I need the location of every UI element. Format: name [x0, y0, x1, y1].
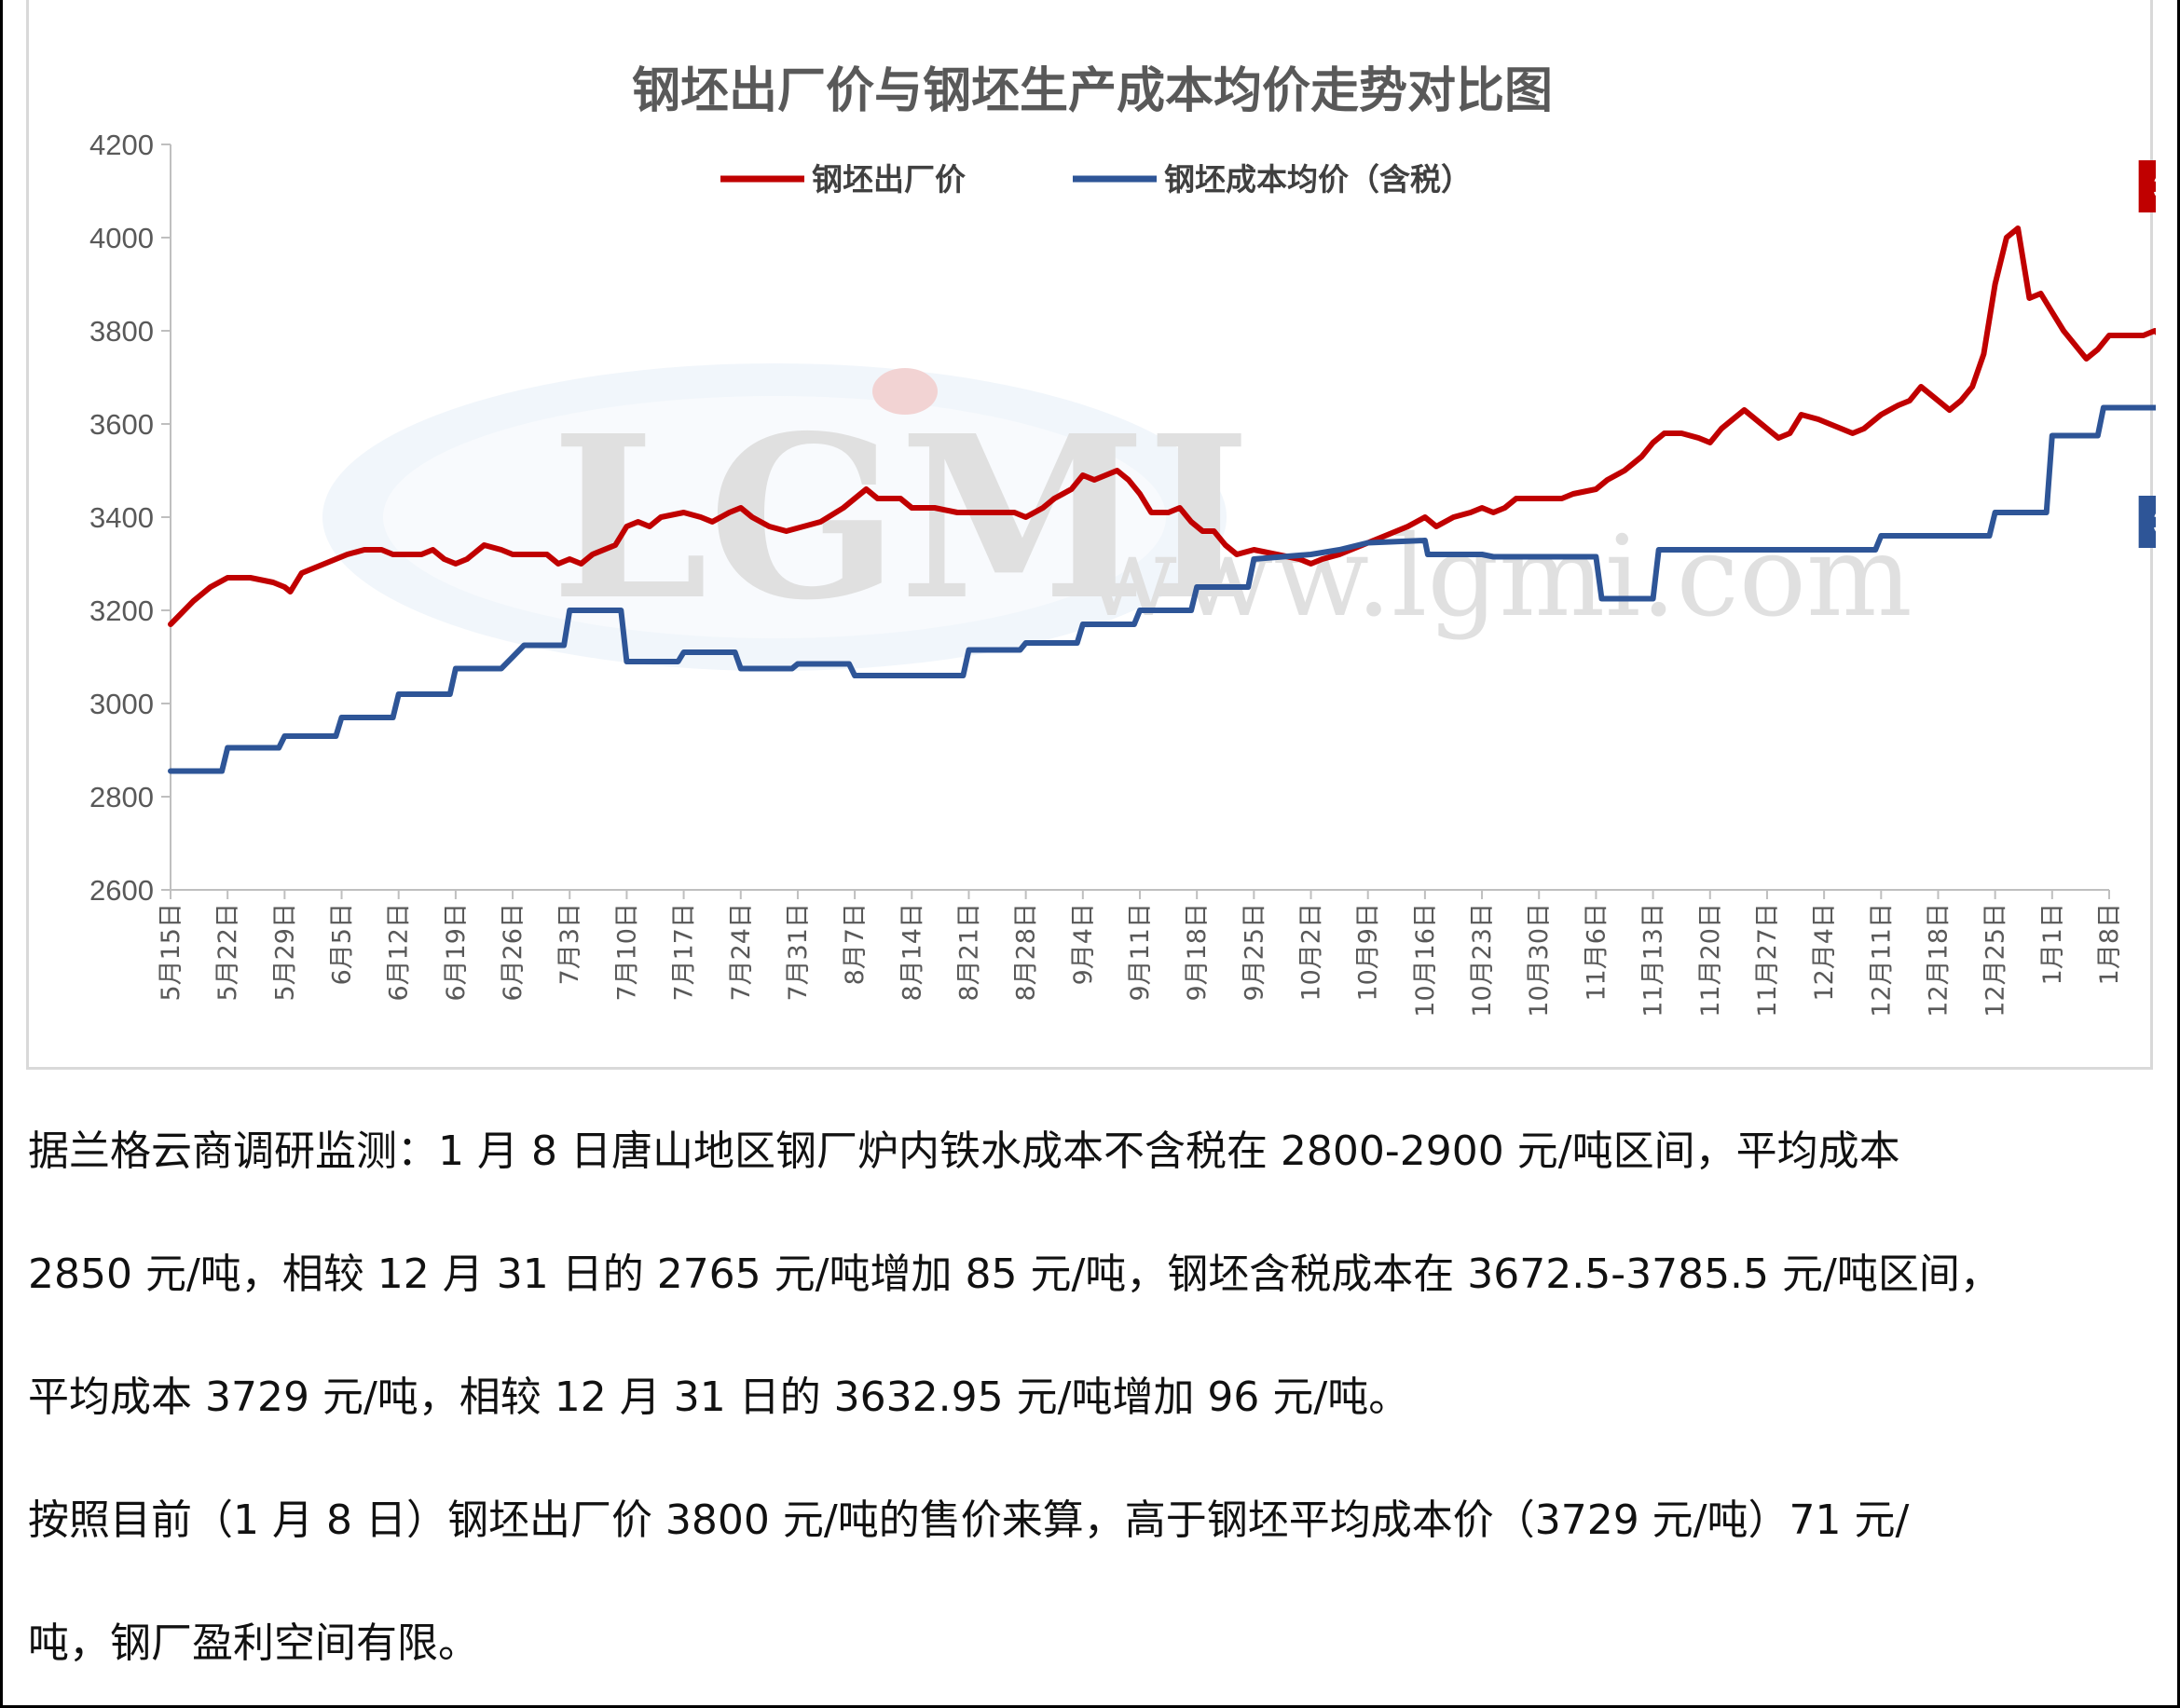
chart-svg: LGMI www.lgmi.com 钢坯出厂价与钢坯生产成本均价走势对比图 钢坯…	[89, 62, 2156, 1018]
series-line-price	[168, 225, 2156, 627]
callout-label: 3800	[2153, 170, 2156, 204]
x-tick-label: 1月1日	[2038, 903, 2067, 985]
page-border-left	[0, 0, 3, 1708]
x-tick-label: 9月25日	[1240, 903, 1268, 1002]
x-tick-label: 11月13日	[1639, 903, 1668, 1018]
legend-label-price: 钢坯出厂价	[812, 161, 966, 198]
watermark: LGMI www.lgmi.com	[322, 363, 1913, 671]
page-border-right	[2177, 0, 2180, 1708]
callouts: 3800 3729	[2138, 160, 2156, 548]
watermark-url: www.lgmi.com	[1082, 512, 1913, 642]
x-tick-label: 10月9日	[1354, 903, 1383, 1002]
x-tick-label: 7月31日	[784, 903, 813, 1002]
axes: 2600 2800 3000 3200 3400 3600 3800 4000 4200 5月15…	[89, 129, 2124, 1018]
y-tick-label: 2800	[89, 781, 154, 813]
x-tick-label: 7月3日	[555, 903, 584, 985]
y-tick-label: 4200	[89, 129, 154, 161]
page-border-bottom	[0, 1705, 2180, 1708]
legend-label-cost: 钢坯成本均价（含税）	[1164, 161, 1472, 198]
x-tick-label: 9月4日	[1069, 903, 1098, 985]
article: 据兰格云商调研监测：1 月 8 日唐山地区钢厂炉内铁水成本不含税在 2800-2…	[28, 1090, 2158, 1705]
x-tick-label: 7月10日	[612, 903, 641, 1002]
series-layer	[168, 225, 2156, 774]
x-tick-label: 6月5日	[328, 903, 357, 985]
x-tick-label: 8月14日	[898, 903, 926, 1002]
x-tick-label: 6月26日	[499, 903, 528, 1002]
y-tick-label: 3800	[89, 315, 154, 348]
y-tick-label: 3000	[89, 688, 154, 720]
x-tick-label: 11月6日	[1582, 903, 1611, 1002]
x-tick-label: 8月28日	[1012, 903, 1041, 1002]
x-tick-label: 10月16日	[1411, 903, 1440, 1018]
x-tick-label: 11月20日	[1696, 903, 1725, 1018]
y-tick-label: 3200	[89, 594, 154, 627]
article-line-1: 据兰格云商调研监测：1 月 8 日唐山地区钢厂炉内铁水成本不含税在 2800-2…	[28, 1127, 1900, 1175]
y-tick-label: 3400	[89, 501, 154, 534]
x-tick-label: 12月11日	[1867, 903, 1896, 1018]
x-tick-label: 9月11日	[1126, 903, 1155, 1002]
x-tick-label: 5月15日	[157, 903, 185, 1002]
x-tick-label: 12月18日	[1924, 903, 1953, 1018]
x-tick-label: 6月19日	[442, 903, 471, 1002]
x-tick-label: 6月12日	[385, 903, 414, 1002]
legend: 钢坯出厂价 钢坯成本均价（含税）	[720, 161, 1472, 198]
y-tick-label: 2600	[89, 874, 154, 907]
y-tick-label: 4000	[89, 222, 154, 254]
x-tick-label: 8月21日	[954, 903, 983, 1002]
callout-label: 3729	[2153, 505, 2156, 540]
callout-box	[2138, 496, 2156, 548]
x-tick-label: 7月17日	[670, 903, 699, 1002]
x-tick-label: 12月25日	[1981, 903, 2010, 1018]
chart-title: 钢坯出厂价与钢坯生产成本均价走势对比图	[632, 62, 1553, 119]
article-line-2: 2850 元/吨，相较 12 月 31 日的 2765 元/吨增加 85 元/吨…	[28, 1250, 2001, 1298]
x-tick-label: 5月22日	[213, 903, 242, 1002]
x-tick-label: 9月18日	[1183, 903, 1212, 1002]
x-tick-label: 7月24日	[727, 903, 756, 1002]
x-tick-label: 8月7日	[841, 903, 870, 985]
y-tick-label: 3600	[89, 408, 154, 441]
series-line-cost	[168, 404, 2156, 774]
article-line-4: 按照目前（1 月 8 日）钢坯出厂价 3800 元/吨的售价来算，高于钢坯平均成…	[28, 1496, 1910, 1544]
x-tick-label: 10月23日	[1468, 903, 1497, 1018]
x-tick-label: 11月27日	[1753, 903, 1782, 1018]
chart-panel: LGMI www.lgmi.com 钢坯出厂价与钢坯生产成本均价走势对比图 钢坯…	[26, 0, 2156, 1070]
x-tick-label: 12月4日	[1810, 903, 1839, 1002]
callout-box	[2138, 160, 2156, 212]
x-tick-label: 5月29日	[270, 903, 299, 1002]
article-line-3: 平均成本 3729 元/吨，相较 12 月 31 日的 3632.95 元/吨增…	[28, 1373, 1410, 1421]
article-line-5: 吨，钢厂盈利空间有限。	[28, 1619, 479, 1667]
x-tick-label: 10月2日	[1297, 903, 1326, 1002]
x-tick-label: 1月8日	[2095, 903, 2124, 985]
x-tick-label: 10月30日	[1525, 903, 1554, 1018]
